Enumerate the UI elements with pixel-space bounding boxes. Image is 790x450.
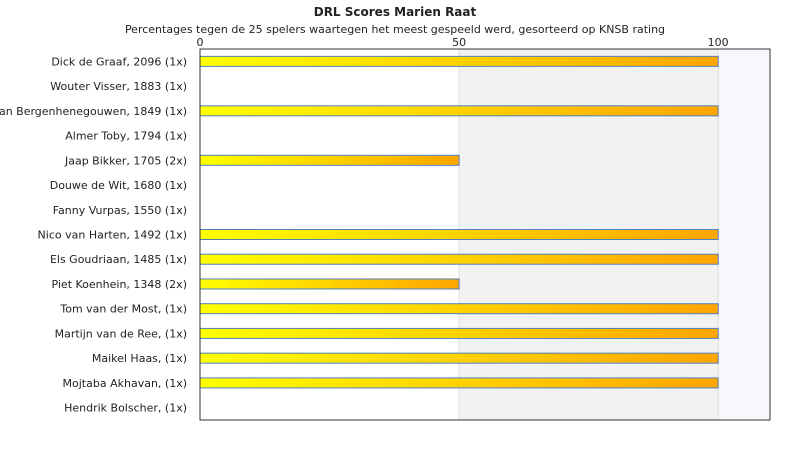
category-label: Almer Toby, 1794 (1x) <box>65 130 187 143</box>
category-label: Mojtaba Akhavan, (1x) <box>63 377 187 390</box>
category-label: Tom van der Most, (1x) <box>59 303 187 316</box>
background-band <box>718 49 770 420</box>
category-label: Hendrik Bolscher, (1x) <box>64 402 187 415</box>
category-label: Martijn van de Ree, (1x) <box>55 327 187 340</box>
category-label: Els Goudriaan, 1485 (1x) <box>50 253 187 266</box>
bar <box>199 352 719 364</box>
x-tick-label: 0 <box>197 36 204 49</box>
bar <box>199 377 719 389</box>
bar <box>199 154 460 166</box>
category-label: van Bergenhenegouwen, 1849 (1x) <box>0 105 187 118</box>
plot-frame <box>199 48 771 421</box>
chart-title: DRL Scores Marien Raat <box>314 5 477 19</box>
category-label: Fanny Vurpas, 1550 (1x) <box>53 204 187 217</box>
bar <box>199 105 719 117</box>
category-label: Wouter Visser, 1883 (1x) <box>50 80 187 93</box>
bar <box>199 55 719 67</box>
bars-group <box>199 55 719 389</box>
bar <box>199 327 719 339</box>
x-tick-label: 50 <box>452 36 466 49</box>
category-label: Jaap Bikker, 1705 (2x) <box>64 154 187 167</box>
x-tick-label: 100 <box>708 36 729 49</box>
category-label: Piet Koenhein, 1348 (2x) <box>51 278 187 291</box>
bar <box>199 303 719 315</box>
category-label: Douwe de Wit, 1680 (1x) <box>50 179 187 192</box>
category-labels: Dick de Graaf, 2096 (1x) Wouter Visser, 1… <box>0 55 187 414</box>
category-label: Nico van Harten, 1492 (1x) <box>38 229 187 242</box>
category-label: Maikel Haas, (1x) <box>92 352 187 365</box>
bar <box>199 229 719 240</box>
x-axis-ticks: 0 50 100 <box>197 36 729 49</box>
bar <box>199 253 719 265</box>
category-label: Dick de Graaf, 2096 (1x) <box>51 55 187 68</box>
bar <box>199 278 460 290</box>
chart-subtitle: Percentages tegen de 25 spelers waartege… <box>125 23 665 36</box>
